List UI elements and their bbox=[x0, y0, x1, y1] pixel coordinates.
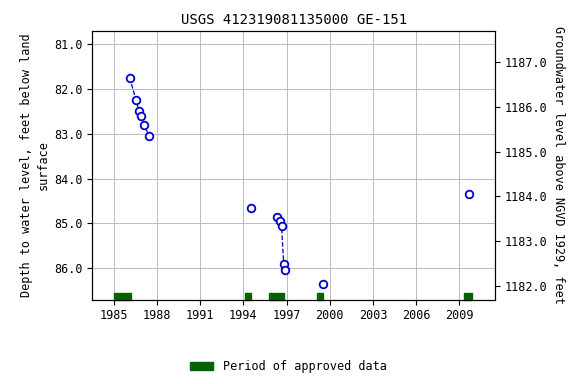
Bar bbox=[113, 293, 131, 300]
Legend: Period of approved data: Period of approved data bbox=[185, 356, 391, 378]
Bar bbox=[317, 293, 323, 300]
Title: USGS 412319081135000 GE-151: USGS 412319081135000 GE-151 bbox=[181, 13, 407, 27]
Bar bbox=[268, 293, 285, 300]
Bar bbox=[464, 293, 472, 300]
Y-axis label: Groundwater level above NGVD 1929, feet: Groundwater level above NGVD 1929, feet bbox=[552, 26, 565, 304]
Bar bbox=[245, 293, 251, 300]
Y-axis label: Depth to water level, feet below land
surface: Depth to water level, feet below land su… bbox=[20, 33, 50, 297]
